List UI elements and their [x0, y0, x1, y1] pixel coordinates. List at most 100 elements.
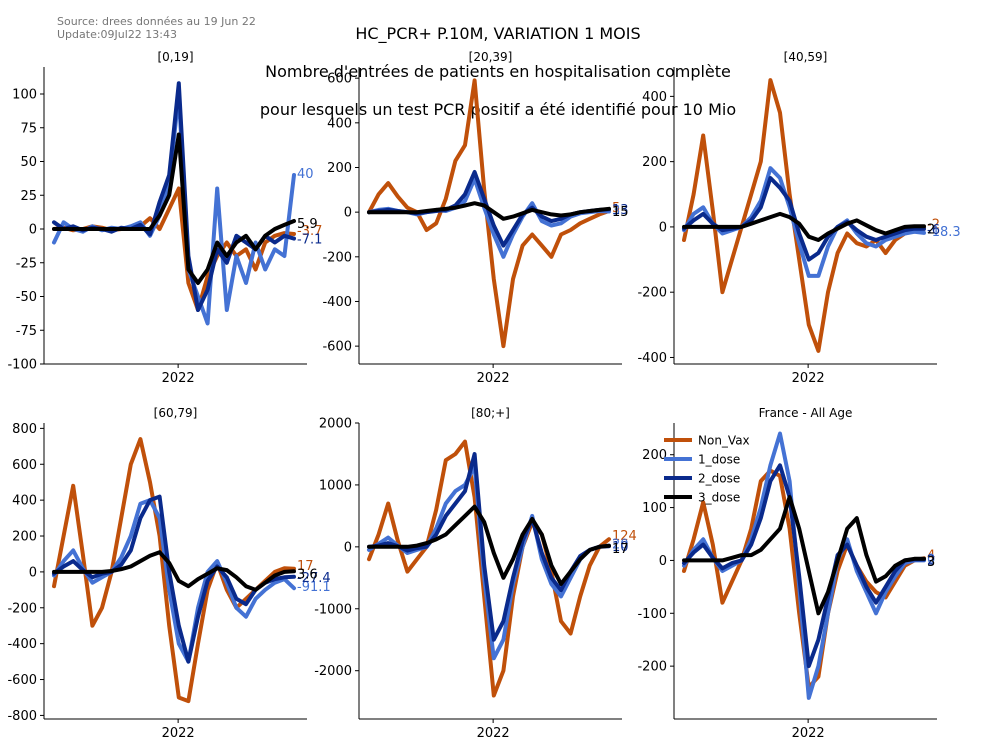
y-tick-label: 600: [327, 72, 352, 87]
update-line: Update:09Jul22 13:43: [57, 28, 178, 41]
y-tick-label: -1000: [314, 602, 352, 617]
end-value-label: -18.3: [927, 225, 961, 240]
panel-title: [80;+]: [471, 406, 510, 420]
y-tick-label: 200: [12, 530, 37, 545]
y-tick-label: 50: [20, 155, 37, 170]
y-tick-label: 600: [12, 458, 37, 473]
legend-label: 3_dose: [698, 491, 740, 505]
y-tick-label: 100: [12, 88, 37, 103]
y-tick-label: -2000: [314, 664, 352, 679]
series-line-3-dose: [682, 495, 926, 616]
y-tick-label: -200: [322, 250, 352, 265]
y-tick-label: -75: [16, 324, 37, 339]
end-value-label: 2: [927, 222, 935, 237]
y-tick-label: 100: [642, 501, 667, 516]
y-tick-label: -600: [322, 340, 352, 355]
series-line-non-vax: [682, 78, 926, 353]
x-tick-label: 2022: [792, 726, 825, 741]
end-value-label: -91.1: [297, 580, 331, 595]
end-value-label: 3.6: [297, 567, 318, 582]
series-line-non-vax: [367, 439, 611, 698]
y-tick-label: 400: [642, 90, 667, 105]
figure-title: HC_PCR+ P.10M, VARIATION 1 MOIS Nombre d…: [0, 5, 996, 138]
y-tick-label: 200: [327, 161, 352, 176]
series-line-2-dose: [52, 494, 296, 664]
end-value-label: 40: [297, 167, 314, 182]
end-value-label: 10: [612, 540, 629, 555]
y-tick-label: -200: [637, 660, 667, 675]
y-tick-label: 400: [12, 494, 37, 509]
series-line-3-dose: [367, 504, 611, 586]
title-line: pour lesquels un test PCR positif a été …: [259, 100, 737, 119]
y-tick-label: 0: [29, 223, 37, 238]
legend-label: Non_Vax: [698, 434, 750, 448]
source-note: Source: drees données au 19 Jun 22 Updat…: [57, 15, 256, 41]
end-value-label: -2: [927, 218, 940, 233]
end-value-label: 20: [612, 538, 629, 553]
end-value-label: 4: [927, 548, 935, 563]
series-line-3-dose: [682, 211, 926, 242]
y-tick-label: 200: [642, 448, 667, 463]
end-value-label: 3: [612, 203, 620, 218]
end-value-label: 15: [612, 205, 629, 220]
series-line-non-vax: [367, 78, 611, 349]
end-value-label: -6: [927, 223, 940, 238]
end-value-label: 13: [612, 203, 629, 218]
y-tick-label: 0: [29, 565, 37, 580]
end-value-label: 3: [927, 555, 935, 570]
x-tick-label: 2022: [477, 371, 510, 386]
end-value-label: -3.7: [297, 224, 322, 239]
series-line-1-dose: [682, 431, 926, 700]
end-value-label: 5.9: [297, 217, 318, 232]
panel-title: [40,59]: [784, 50, 828, 64]
x-tick-label: 2022: [792, 371, 825, 386]
end-value-label: -7.1: [297, 233, 322, 248]
series-line-2-dose: [682, 463, 926, 669]
y-tick-label: 200: [642, 155, 667, 170]
x-tick-label: 2022: [477, 726, 510, 741]
end-value-label: 124: [612, 529, 637, 544]
title-line: HC_PCR+ P.10M, VARIATION 1 MOIS: [355, 24, 641, 43]
y-tick-label: -50: [16, 290, 37, 305]
end-value-label: 17: [612, 542, 629, 557]
x-tick-label: 2022: [162, 726, 195, 741]
y-tick-label: -25: [16, 256, 37, 271]
y-tick-label: 25: [20, 189, 37, 204]
series-line-1-dose: [52, 498, 296, 664]
end-value-label: -27.4: [297, 571, 331, 586]
y-tick-label: -400: [7, 637, 37, 652]
y-tick-label: -400: [322, 295, 352, 310]
end-value-label: 17: [297, 559, 314, 574]
series-line-3-dose: [52, 132, 296, 285]
x-tick-label: 2022: [162, 371, 195, 386]
legend-label: 2_dose: [698, 472, 740, 486]
y-tick-label: -200: [7, 601, 37, 616]
y-tick-label: -200: [637, 286, 667, 301]
panel-title: [0,19]: [157, 50, 193, 64]
title-line: Nombre d'entrées de patients en hospital…: [265, 62, 731, 81]
y-tick-label: -600: [7, 673, 37, 688]
y-tick-label: 800: [12, 422, 37, 437]
y-tick-label: 1000: [319, 478, 352, 493]
end-value-label: 5: [612, 201, 620, 216]
y-tick-label: 75: [20, 121, 37, 136]
series-line-3-dose: [52, 550, 296, 592]
end-value-label: 2: [927, 553, 935, 568]
y-tick-label: 0: [344, 540, 352, 555]
y-tick-label: 400: [327, 116, 352, 131]
y-tick-label: 0: [659, 220, 667, 235]
panel-title: [20,39]: [469, 50, 513, 64]
y-tick-label: 2000: [319, 417, 352, 432]
y-tick-label: -800: [7, 709, 37, 724]
legend-label: 1_dose: [698, 453, 740, 467]
source-line: Source: drees données au 19 Jun 22: [57, 15, 256, 28]
y-tick-label: 0: [659, 554, 667, 569]
panel-title: [60,79]: [154, 406, 198, 420]
y-tick-label: -100: [637, 607, 667, 622]
end-value-label: 0: [927, 552, 935, 567]
series-line-2-dose: [682, 176, 926, 262]
y-tick-label: -100: [7, 358, 37, 373]
series-line-3-dose: [367, 201, 611, 221]
y-tick-label: -400: [637, 351, 667, 366]
